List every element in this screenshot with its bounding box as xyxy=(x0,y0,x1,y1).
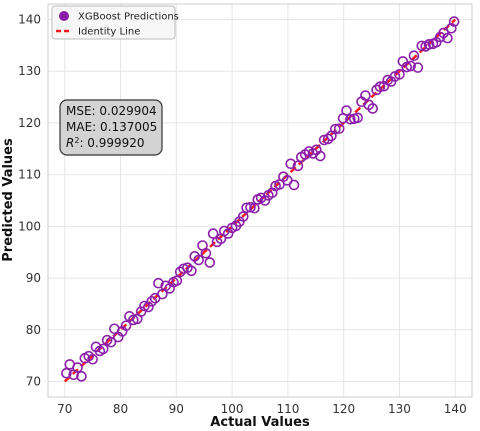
data-point xyxy=(416,40,428,52)
data-point xyxy=(153,277,164,289)
data-point xyxy=(72,362,83,373)
stats-mse: MSE: 0.029904 xyxy=(66,104,157,118)
data-point xyxy=(446,23,457,34)
x-tick-label: 90 xyxy=(169,402,184,416)
y-tick-label: 110 xyxy=(18,168,41,182)
data-point xyxy=(423,39,435,50)
legend-label-identity: Identity Line xyxy=(78,27,140,38)
x-axis-title: Actual Values xyxy=(210,415,310,430)
data-point xyxy=(448,16,460,27)
data-point xyxy=(412,62,424,73)
plot-frame xyxy=(47,3,473,398)
data-point xyxy=(237,211,249,222)
y-axis-title: Predicted Values xyxy=(1,138,16,262)
y-tick-label: 130 xyxy=(18,64,41,78)
data-point xyxy=(97,343,109,355)
x-tick-label: 100 xyxy=(221,402,244,416)
data-point xyxy=(76,371,87,382)
y-tick-label: 90 xyxy=(26,271,41,285)
data-point xyxy=(87,353,98,365)
data-point xyxy=(341,105,352,116)
stats-box xyxy=(59,99,163,156)
data-point xyxy=(241,202,252,214)
x-tick-label: 80 xyxy=(113,402,128,416)
stats-annotation: MSE: 0.029904 MAE: 0.137005 R2: 0.999920 xyxy=(59,99,163,156)
legend: XGBoost Predictions Identity Line xyxy=(51,5,179,40)
y-tick-label: 70 xyxy=(26,374,41,388)
data-point xyxy=(442,32,453,44)
data-point xyxy=(143,301,154,313)
y-tick-label: 80 xyxy=(26,323,41,337)
data-point xyxy=(105,336,117,348)
data-point xyxy=(292,160,304,172)
data-point xyxy=(146,296,158,307)
data-point xyxy=(374,81,386,93)
x-tick-label: 70 xyxy=(57,402,72,416)
data-point xyxy=(249,202,260,214)
data-point xyxy=(193,254,204,266)
data-point xyxy=(186,265,197,277)
y-axis-ticks: 70 80 90 100 110 120 130 140 xyxy=(18,13,41,389)
data-point xyxy=(171,275,183,286)
legend-marker-predictions xyxy=(59,11,69,21)
grid xyxy=(48,4,472,397)
legend-label-predictions: XGBoost Predictions xyxy=(78,12,179,23)
data-point xyxy=(314,150,326,162)
stats-r2: R2: 0.999920 xyxy=(66,136,145,151)
x-axis-ticks: 70 80 90 100 110 120 130 140 xyxy=(57,402,467,416)
data-point xyxy=(322,133,334,145)
data-point xyxy=(405,60,416,72)
x-tick-label: 130 xyxy=(388,402,411,416)
data-point xyxy=(333,123,345,134)
data-point xyxy=(408,50,420,62)
data-point xyxy=(360,90,371,101)
x-tick-label: 110 xyxy=(276,402,299,416)
data-point xyxy=(120,320,132,331)
points-layer xyxy=(61,16,460,382)
data-point xyxy=(285,158,296,170)
data-point xyxy=(204,257,216,268)
y-tick-label: 100 xyxy=(18,219,41,233)
data-point xyxy=(367,103,378,114)
data-point xyxy=(135,306,147,317)
data-point xyxy=(352,112,363,124)
data-point xyxy=(200,247,212,259)
y-tick-label: 140 xyxy=(18,13,41,27)
y-tick-label: 120 xyxy=(18,116,41,130)
data-point xyxy=(207,228,219,239)
legend-box xyxy=(51,5,176,40)
data-point xyxy=(288,179,300,191)
data-point xyxy=(61,367,72,379)
data-point xyxy=(330,123,341,135)
data-point xyxy=(345,114,356,125)
x-tick-label: 120 xyxy=(332,402,355,416)
data-point xyxy=(394,69,405,80)
x-tick-label: 140 xyxy=(444,402,467,416)
stats-mae: MAE: 0.137005 xyxy=(66,120,157,134)
